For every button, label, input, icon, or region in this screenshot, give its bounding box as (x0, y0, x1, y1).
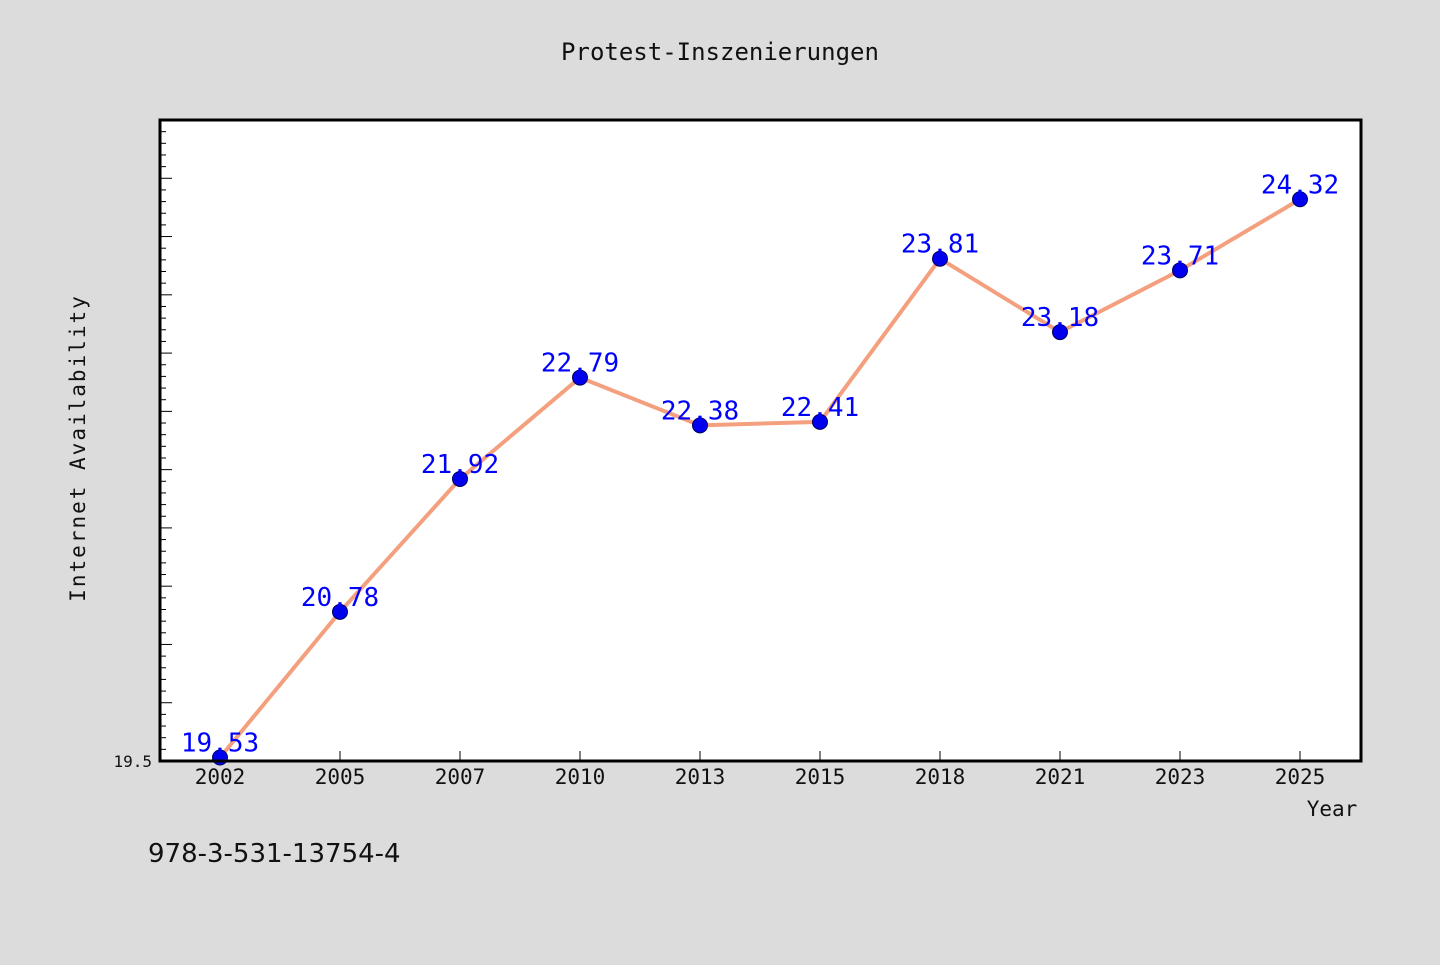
x-tick-label: 2021 (1035, 765, 1086, 789)
data-label: 20.78 (301, 583, 379, 613)
data-point-marker (1292, 191, 1308, 208)
x-tick-label: 2002 (195, 765, 246, 789)
data-point-marker (332, 603, 348, 620)
x-tick-label: 2015 (795, 765, 846, 789)
x-axis-label: Year (1307, 797, 1358, 821)
x-tick-label: 2013 (675, 765, 726, 789)
data-point-marker (812, 413, 828, 430)
chart-title: Protest-Inszenierungen (561, 38, 879, 66)
x-axis-tick-labels: 2002 2005 2007 2010 2013 2015 2018 2021 2023 2025 (195, 765, 1326, 789)
series-layer (212, 191, 1308, 766)
data-point-marker (572, 369, 588, 386)
data-label: 23.18 (1021, 303, 1099, 333)
data-label: 21.92 (421, 450, 499, 480)
data-point-marker (452, 470, 468, 487)
y-axis-label: Internet Availability (66, 294, 90, 602)
x-tick-label: 2005 (315, 765, 366, 789)
data-labels-layer: 19.53 20.78 21.92 22.79 22.38 22.41 23.81 23.18… (181, 170, 1339, 758)
plot-area (160, 120, 1361, 761)
x-tick-label: 2007 (435, 765, 486, 789)
data-point-marker (1172, 262, 1188, 279)
plot-frame (158, 118, 1363, 763)
x-tick-label: 2018 (915, 765, 966, 789)
data-label: 19.53 (181, 729, 259, 759)
y-axis-tick-labels: 19.5 (113, 752, 152, 771)
x-tick-label: 2025 (1275, 765, 1326, 789)
footer-isbn-text: 978-3-531-13754-4 (148, 839, 401, 869)
data-label: 24.32 (1261, 170, 1339, 200)
data-point-marker (692, 417, 708, 434)
data-label: 22.41 (781, 393, 859, 423)
data-label: 23.81 (901, 230, 979, 260)
data-point-marker (932, 250, 948, 267)
series-line (218, 197, 1302, 760)
data-label: 23.71 (1141, 241, 1219, 271)
x-tick-label: 2023 (1155, 765, 1206, 789)
data-label: 22.79 (541, 349, 619, 379)
data-point-marker (1052, 324, 1068, 341)
data-label: 22.38 (661, 396, 739, 426)
x-tick-label: 2010 (555, 765, 606, 789)
y-tick-label: 19.5 (113, 752, 152, 771)
